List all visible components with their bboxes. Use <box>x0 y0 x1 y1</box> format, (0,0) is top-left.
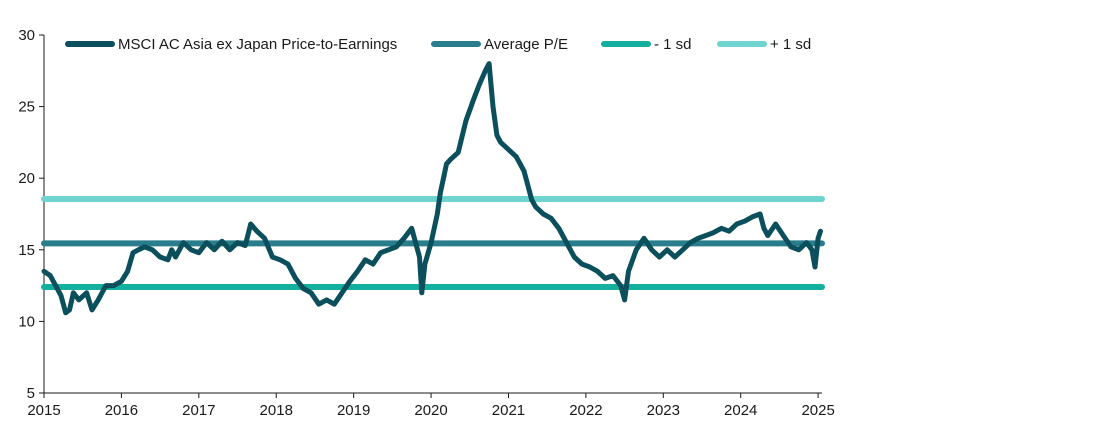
series-line-pe <box>41 61 823 316</box>
x-tick-label: 2021 <box>492 402 525 419</box>
x-tick-label: 2023 <box>647 402 680 419</box>
series-lines <box>41 61 825 316</box>
x-tick-label: 2017 <box>182 402 215 419</box>
x-tick-label: 2016 <box>105 402 138 419</box>
x-tick-label: 2025 <box>801 402 834 419</box>
legend-label-average: Average P/E <box>484 36 568 53</box>
x-tick-label: 2020 <box>414 402 447 419</box>
x-tick-label: 2018 <box>260 402 293 419</box>
legend-label-plus-sd: + 1 sd <box>770 36 811 53</box>
x-tick-label: 2019 <box>337 402 370 419</box>
y-tick-label: 15 <box>18 242 35 259</box>
y-tick-label: 20 <box>18 170 35 187</box>
y-tick-label: 10 <box>18 313 35 330</box>
y-tick-label: 25 <box>18 99 35 116</box>
x-tick-label: 2022 <box>569 402 602 419</box>
y-tick-label: 30 <box>18 27 35 44</box>
x-tick-label: 2024 <box>724 402 757 419</box>
y-tick-label: 5 <box>27 385 35 402</box>
legend-label-minus-sd: - 1 sd <box>654 36 692 53</box>
x-tick-label: 2015 <box>27 402 60 419</box>
legend-label-pe: MSCI AC Asia ex Japan Price-to-Earnings <box>118 36 397 53</box>
legend: MSCI AC Asia ex Japan Price-to-Earnings A… <box>65 36 811 53</box>
